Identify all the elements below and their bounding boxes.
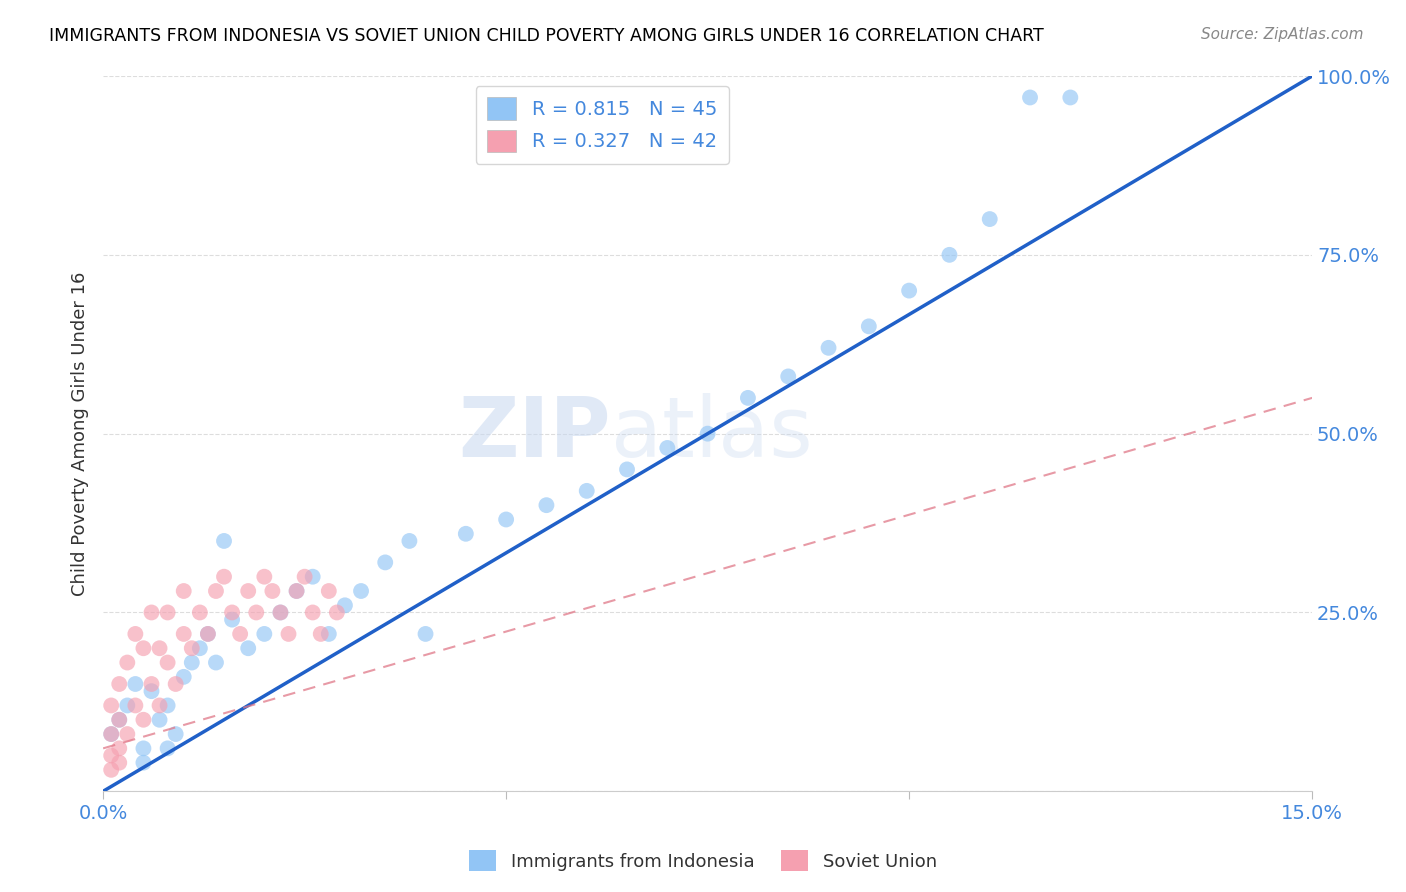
Point [415,627,437,641]
Point [108,756,131,770]
Point [938,248,960,262]
Point [253,570,276,584]
Point [495,512,517,526]
Point [737,391,759,405]
Point [100,763,122,777]
Point [132,741,155,756]
Point [173,627,195,641]
Point [221,613,243,627]
Point [141,677,163,691]
Point [156,698,179,713]
Point [318,584,340,599]
Point [309,627,332,641]
Point [197,627,219,641]
Point [165,727,187,741]
Point [858,319,880,334]
Point [124,627,146,641]
Point [301,570,323,584]
Text: Source: ZipAtlas.com: Source: ZipAtlas.com [1201,27,1364,42]
Point [221,606,243,620]
Point [117,656,139,670]
Point [173,670,195,684]
Point [454,526,477,541]
Point [262,584,284,599]
Point [285,584,308,599]
Point [229,627,252,641]
Point [269,606,291,620]
Point [1019,90,1042,104]
Point [156,741,179,756]
Point [277,627,299,641]
Point [197,627,219,641]
Point [108,741,131,756]
Point [117,698,139,713]
Point [817,341,839,355]
Point [212,570,235,584]
Point [108,677,131,691]
Point [148,713,170,727]
Point [205,584,228,599]
Point [333,599,356,613]
Legend: R = 0.815   N = 45, R = 0.327   N = 42: R = 0.815 N = 45, R = 0.327 N = 42 [475,86,728,164]
Point [269,606,291,620]
Point [778,369,800,384]
Text: IMMIGRANTS FROM INDONESIA VS SOVIET UNION CHILD POVERTY AMONG GIRLS UNDER 16 COR: IMMIGRANTS FROM INDONESIA VS SOVIET UNIO… [49,27,1045,45]
Point [285,584,308,599]
Point [536,498,558,512]
Point [124,677,146,691]
Point [141,684,163,698]
Point [132,713,155,727]
Point [205,656,228,670]
Point [898,284,921,298]
Point [108,713,131,727]
Point [100,727,122,741]
Point [301,606,323,620]
Point [979,212,1001,227]
Point [165,677,187,691]
Point [141,606,163,620]
Text: atlas: atlas [612,393,813,475]
Y-axis label: Child Poverty Among Girls Under 16: Child Poverty Among Girls Under 16 [72,271,89,596]
Point [100,748,122,763]
Point [575,483,598,498]
Point [188,606,211,620]
Point [132,641,155,656]
Point [657,441,679,455]
Point [326,606,349,620]
Point [245,606,267,620]
Point [238,584,260,599]
Point [132,756,155,770]
Point [616,462,638,476]
Point [108,713,131,727]
Point [156,656,179,670]
Point [180,656,202,670]
Point [398,533,420,548]
Point [148,641,170,656]
Point [696,426,718,441]
Legend: Immigrants from Indonesia, Soviet Union: Immigrants from Indonesia, Soviet Union [461,843,945,879]
Point [350,584,373,599]
Point [212,533,235,548]
Point [148,698,170,713]
Point [374,555,396,569]
Point [1059,90,1081,104]
Point [100,698,122,713]
Point [124,698,146,713]
Point [238,641,260,656]
Point [253,627,276,641]
Point [117,727,139,741]
Point [318,627,340,641]
Point [173,584,195,599]
Text: ZIP: ZIP [458,393,612,475]
Point [100,727,122,741]
Point [188,641,211,656]
Point [294,570,316,584]
Point [156,606,179,620]
Point [180,641,202,656]
